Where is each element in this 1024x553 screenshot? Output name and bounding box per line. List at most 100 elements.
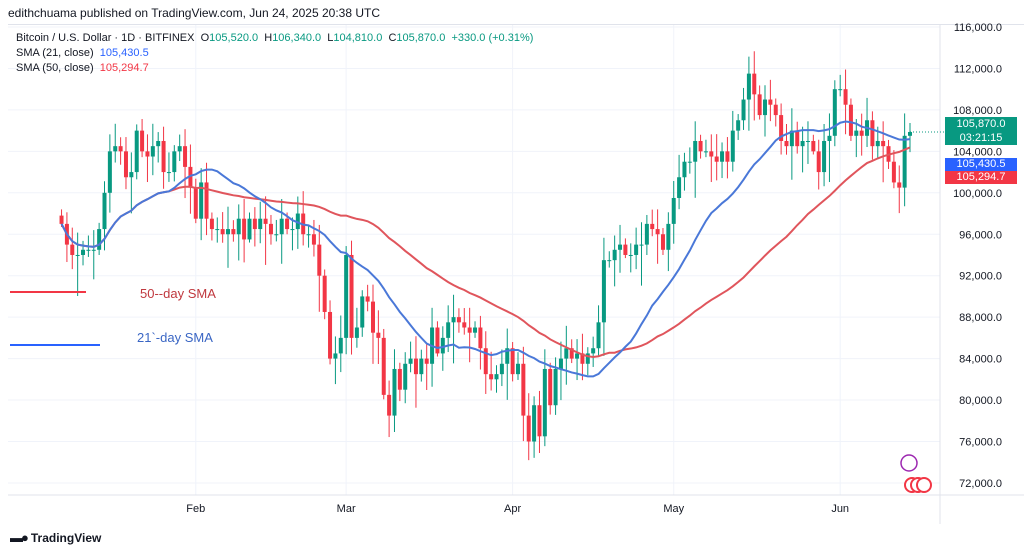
candle-down	[655, 229, 660, 235]
candle-down	[268, 223, 273, 235]
candle-up	[591, 348, 596, 354]
y-tick-label: 84,000.0	[959, 354, 1002, 366]
candle-up	[682, 161, 687, 178]
candle-up	[854, 130, 859, 136]
candle-down	[489, 374, 494, 380]
candle-up	[156, 140, 161, 147]
candle-up	[440, 337, 445, 354]
candle-up	[789, 130, 794, 147]
candle-up	[693, 140, 698, 162]
y-tick-label: 76,000.0	[959, 437, 1002, 449]
candle-down	[795, 130, 800, 147]
high-value: 106,340.0	[272, 32, 322, 44]
candle-up	[172, 151, 177, 173]
candle-up	[601, 260, 606, 323]
candle-down	[660, 234, 665, 250]
candle-down	[521, 363, 526, 416]
candle-up	[107, 151, 112, 193]
candle-up	[618, 244, 623, 250]
candle-down	[483, 348, 488, 375]
y-tick-label: 116,000.0	[954, 22, 1002, 34]
candle-up	[612, 249, 617, 261]
candle-up	[403, 363, 408, 390]
last-price-tag: 105,870.0 03:21:15	[945, 117, 1017, 145]
y-tick-label: 100,000.0	[953, 188, 1002, 200]
candle-down	[526, 415, 531, 442]
candle-down	[843, 89, 848, 105]
candle-up	[730, 130, 735, 162]
candle-up	[515, 363, 520, 375]
candle-up	[741, 99, 746, 121]
tradingview-logo-icon: ▬●	[10, 530, 29, 545]
candle-up	[902, 135, 907, 188]
candle-up	[628, 254, 633, 256]
candle-up	[822, 140, 827, 173]
candle-up	[575, 353, 580, 359]
candle-down	[252, 218, 257, 230]
tradingview-logo[interactable]: ▬● TradingView	[10, 530, 101, 545]
candle-up	[687, 161, 692, 163]
candle-up	[832, 89, 837, 136]
candle-up	[360, 296, 365, 328]
candle-down	[881, 140, 886, 147]
candle-down	[510, 348, 515, 375]
close-value: 105,870.0	[396, 32, 446, 44]
symbol-label[interactable]: Bitcoin / U.S. Dollar · 1D · BITFINEX	[16, 32, 195, 44]
candle-up	[134, 130, 139, 173]
candle-down	[456, 317, 461, 323]
sma21-row[interactable]: SMA (21, close) 105,430.5	[16, 46, 533, 61]
candle-down	[161, 140, 166, 173]
candle-down	[263, 218, 268, 224]
low-value: 104,810.0	[333, 32, 383, 44]
candle-up	[247, 218, 252, 240]
candle-down	[891, 161, 896, 183]
sma21-line	[60, 120, 911, 378]
change-value: +330.0 (+0.31%)	[451, 32, 534, 44]
candle-down	[816, 151, 821, 173]
sma50-value: 105,294.7	[99, 62, 149, 74]
candle-up	[306, 234, 311, 236]
candle-down	[848, 104, 853, 136]
x-tick-label: Apr	[504, 503, 521, 515]
candle-down	[59, 215, 64, 224]
sma50-row[interactable]: SMA (50, close) 105,294.7	[16, 61, 533, 76]
close-label: C	[388, 32, 397, 44]
candle-up	[199, 182, 204, 219]
ohlc-row: Bitcoin / U.S. Dollar · 1D · BITFINEX O1…	[16, 31, 533, 46]
candle-up	[499, 363, 504, 375]
candle-up	[150, 146, 155, 157]
open-label: O	[200, 32, 210, 44]
candle-up	[177, 146, 182, 152]
candle-down	[381, 337, 386, 395]
candle-down	[768, 99, 773, 105]
candle-down	[193, 187, 198, 219]
candle-down	[376, 332, 381, 338]
candle-up	[763, 99, 768, 116]
high-label: H	[264, 32, 273, 44]
y-tick-label: 96,000.0	[959, 229, 1002, 241]
candle-down	[118, 146, 123, 152]
candle-down	[188, 166, 193, 188]
candle-down	[242, 218, 247, 240]
candle-up	[596, 322, 601, 349]
candle-down	[548, 368, 553, 406]
open-value: 105,520.0	[209, 32, 259, 44]
x-tick-label: Mar	[337, 503, 356, 515]
candle-up	[446, 322, 451, 338]
candle-down	[650, 223, 655, 230]
candle-down	[387, 394, 392, 416]
y-tick-label: 88,000.0	[959, 312, 1002, 324]
candle-up	[226, 229, 231, 235]
flag-icon	[916, 477, 932, 493]
candle-down	[569, 348, 574, 359]
sma21-tag: 105,430.5	[945, 158, 1017, 171]
candle-up	[494, 374, 499, 380]
candle-down	[811, 140, 816, 152]
sma50-line	[60, 146, 911, 358]
candle-down	[209, 218, 214, 230]
candle-up	[215, 229, 220, 231]
candle-down	[424, 358, 429, 364]
low-label: L	[327, 32, 334, 44]
bar-countdown: 03:21:15	[959, 132, 1003, 144]
